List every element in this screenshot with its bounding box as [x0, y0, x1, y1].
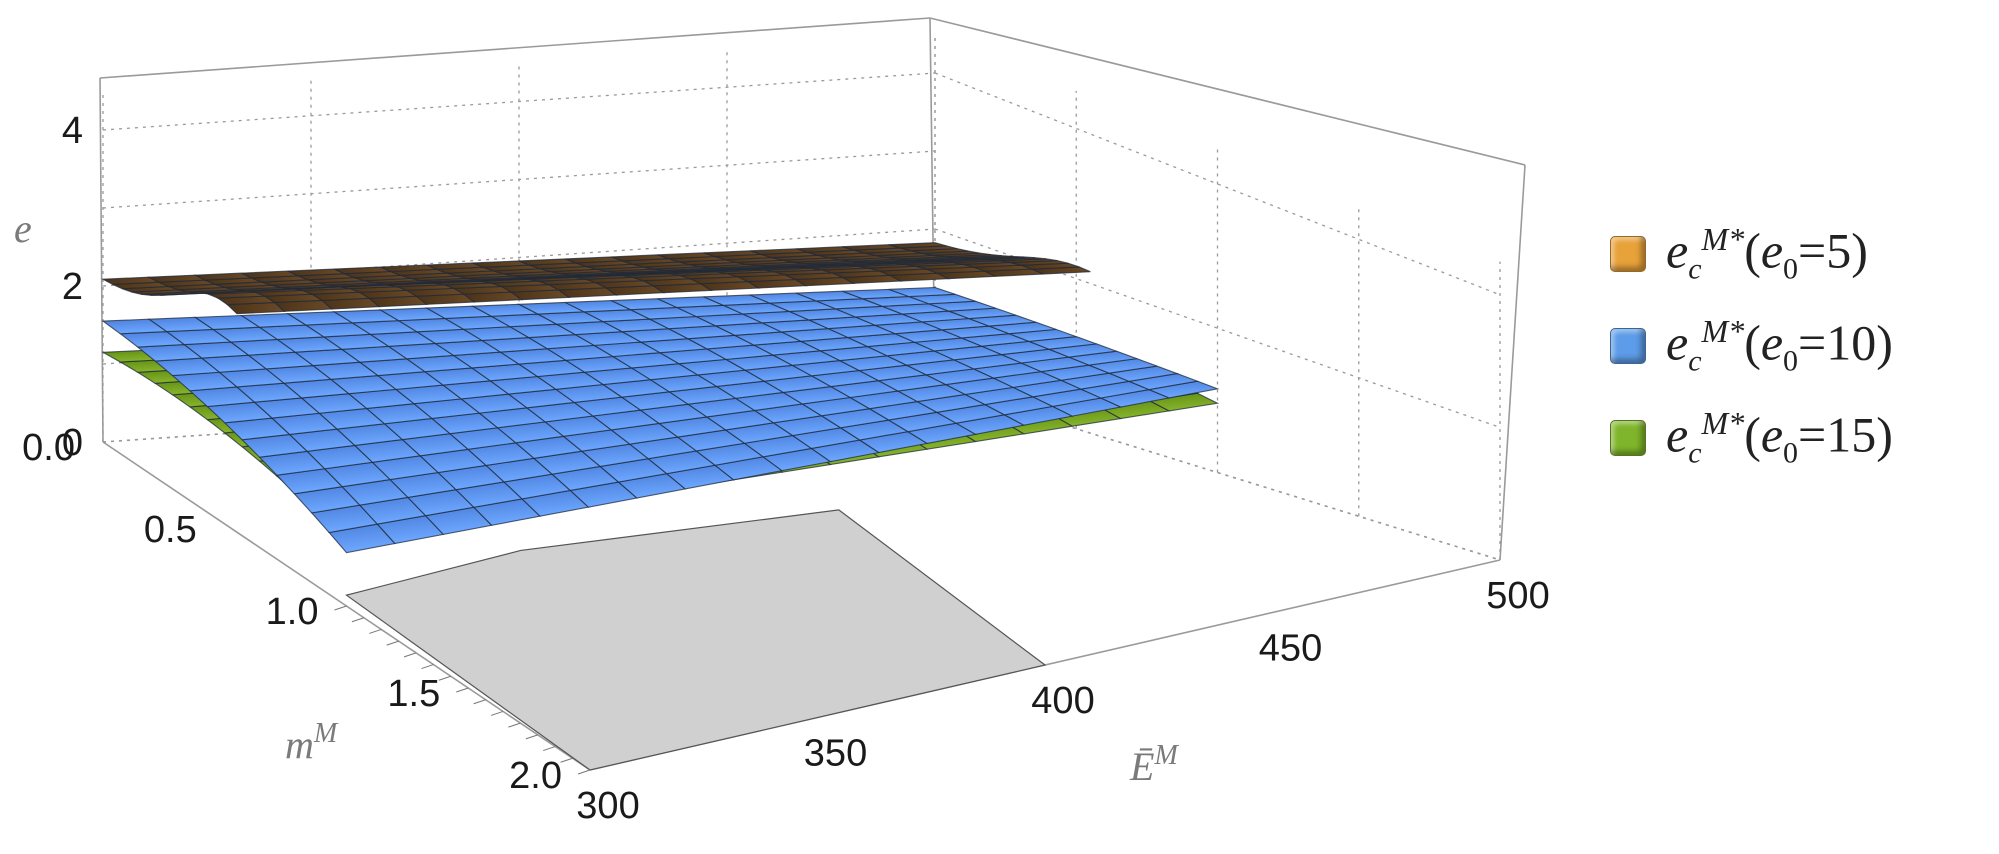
surface-e0-5 — [100, 242, 1091, 315]
floor-hatch — [421, 664, 434, 670]
legend: ecM*(e0=5) ecM*(e0=10) ecM*(e0=15) — [1610, 208, 1990, 484]
y-tick-label: 1.0 — [266, 591, 319, 633]
z-tick-label: 2 — [62, 266, 83, 308]
surface-e0-5-patch — [888, 242, 947, 249]
floor-hatch — [490, 710, 504, 716]
surface-e0-10 — [101, 286, 1220, 554]
legend-swatch — [1610, 328, 1646, 364]
floor-region — [345, 509, 1047, 771]
floor-hatch — [403, 652, 417, 658]
x-tick-label: 350 — [804, 733, 867, 775]
floor-hatch — [525, 734, 538, 740]
floor-hatch — [438, 675, 452, 681]
floor-hatch — [577, 769, 591, 775]
y-axis-label: mM — [285, 718, 339, 767]
floor-hatch — [351, 617, 365, 623]
floor-hatch — [456, 687, 469, 693]
x-tick-label: 450 — [1259, 628, 1322, 670]
x-tick-label: 300 — [576, 785, 639, 827]
floor-plane — [334, 509, 1047, 775]
y-tick-label: 1.5 — [387, 673, 440, 715]
floor-hatch — [369, 628, 382, 634]
x-tick-label: 400 — [1031, 680, 1094, 722]
legend-label: ecM*(e0=5) — [1666, 221, 1868, 286]
x-tick-label: 500 — [1486, 575, 1549, 617]
x-axis-label: ĒM — [1129, 740, 1179, 789]
legend-label: ecM*(e0=15) — [1666, 405, 1893, 470]
legend-swatch — [1610, 236, 1646, 272]
legend-label: ecM*(e0=10) — [1666, 313, 1893, 378]
floor-hatch — [334, 605, 347, 611]
surfaces — [100, 242, 1220, 554]
floor-hatch — [508, 722, 521, 728]
y-tick-label: 0.5 — [144, 509, 197, 551]
z-tick-label: 4 — [62, 110, 83, 152]
legend-item: ecM*(e0=15) — [1610, 392, 1990, 484]
floor-hatch — [543, 746, 556, 752]
legend-item: ecM*(e0=10) — [1610, 300, 1990, 392]
floor-hatch — [560, 757, 573, 763]
grid-line-side-z — [934, 72, 1501, 296]
z-tick-label: 0 — [62, 422, 83, 464]
floor-hatch — [386, 640, 399, 646]
legend-item: ecM*(e0=5) — [1610, 208, 1990, 300]
axis-ticks: 0 2 4 0.0 0.5 1.0 1.5 2.0 300 350 400 450 500 — [22, 110, 1550, 827]
legend-swatch — [1610, 420, 1646, 456]
floor-hatch — [473, 699, 486, 705]
y-tick-label: 2.0 — [509, 755, 562, 797]
z-axis-label: e — [14, 206, 32, 251]
y-tick-label: 0.0 — [22, 427, 75, 469]
surface-e0-10-patch — [888, 286, 956, 298]
